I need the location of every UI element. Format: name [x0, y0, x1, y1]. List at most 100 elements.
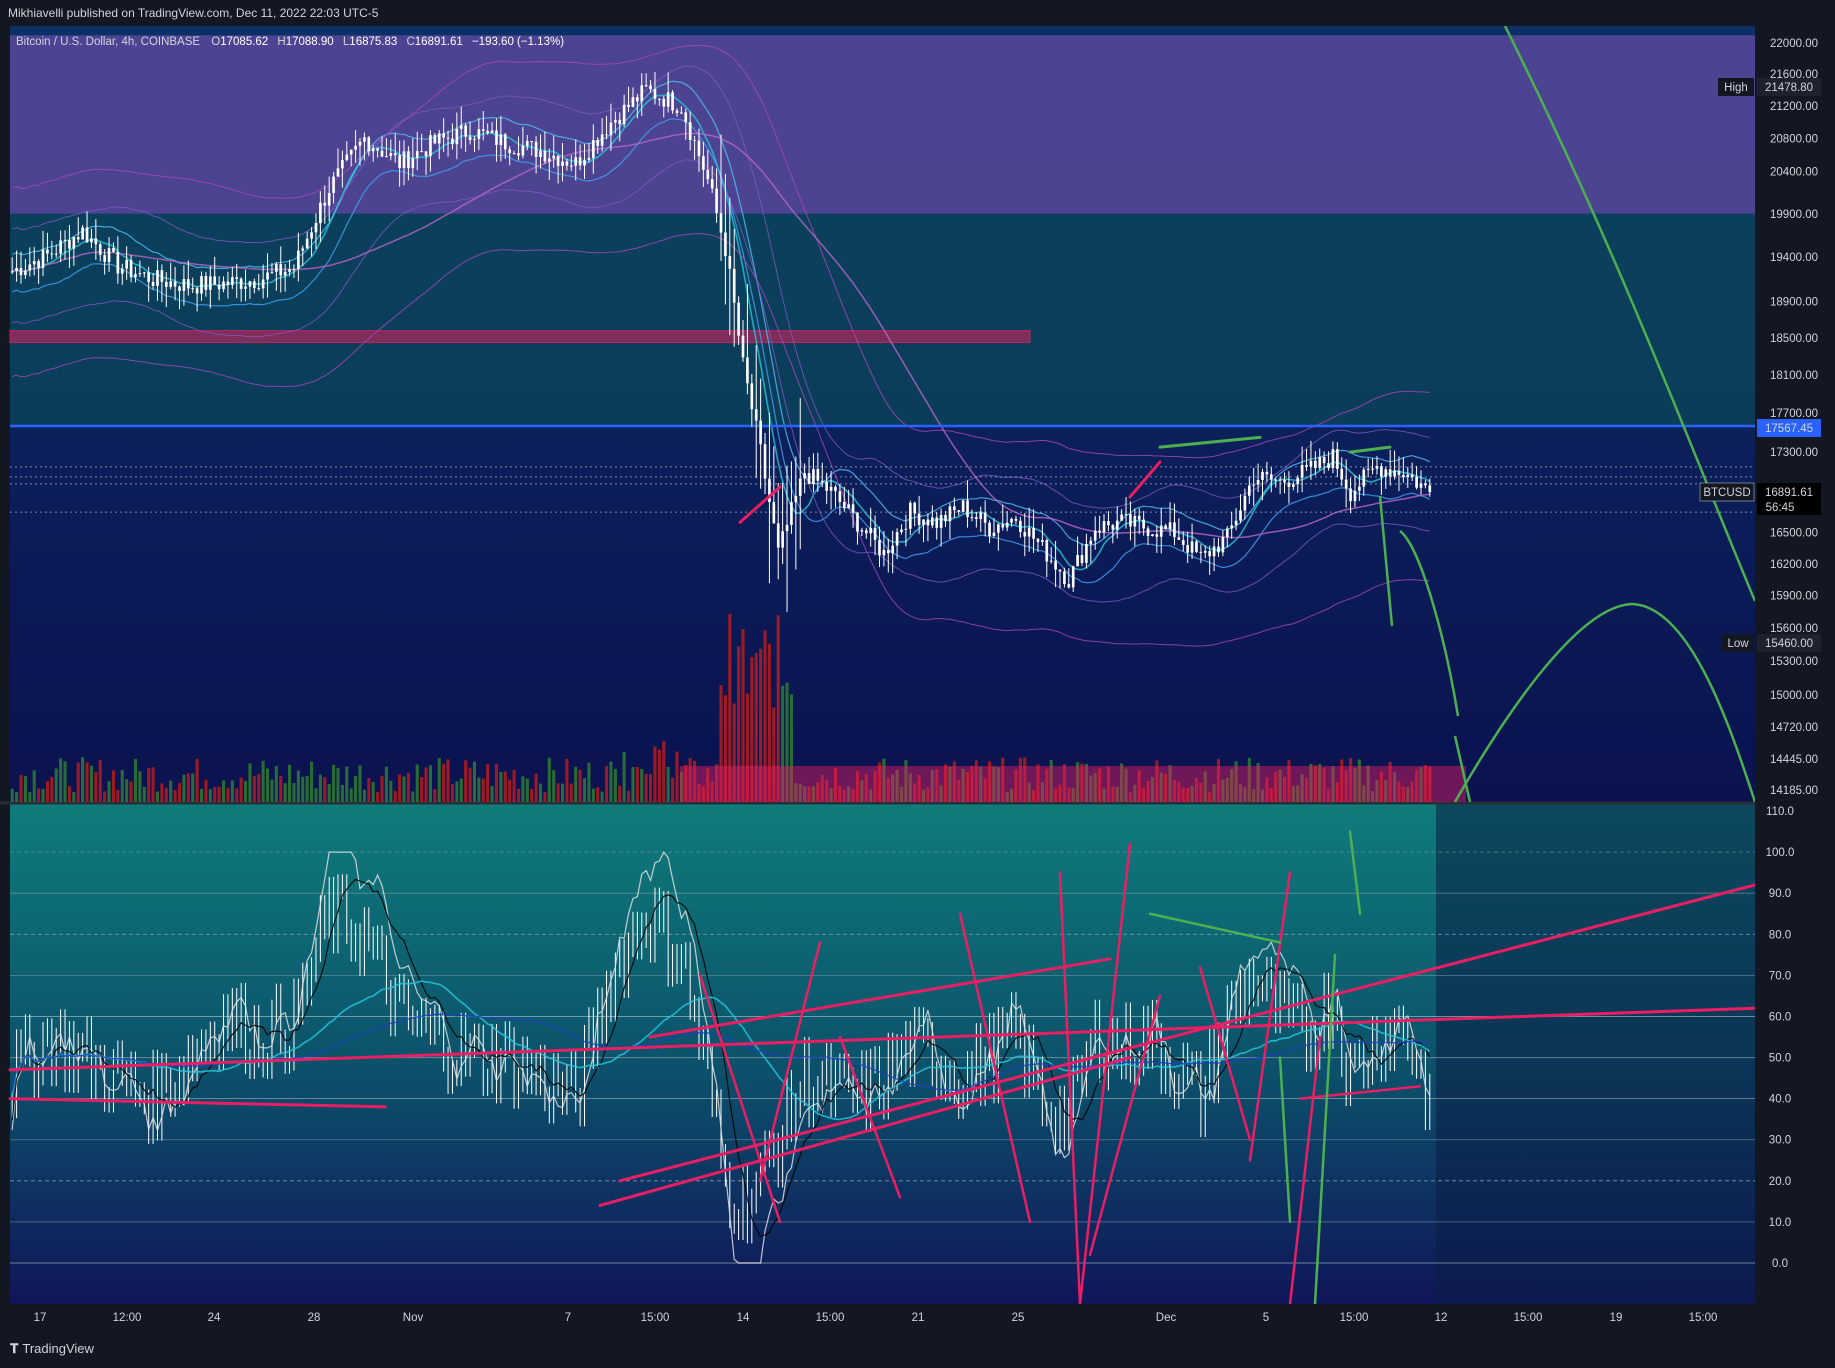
time-axis[interactable]: [0, 1304, 1835, 1330]
price-tick-label: 16500.00: [1770, 528, 1818, 540]
drawn-trendline: [1313, 953, 1337, 1306]
volume-bar: [1379, 771, 1383, 802]
volume-bar: [208, 789, 212, 802]
volume-bar: [1274, 771, 1278, 802]
projection-curve: [1503, 26, 1757, 602]
volume-bar: [1375, 779, 1379, 802]
volume-bar: [32, 770, 36, 802]
volume-bar: [1349, 758, 1353, 802]
candle-body: [715, 188, 718, 214]
drawn-trendline: [1348, 445, 1392, 454]
volume-bar: [111, 770, 115, 802]
volume-bar: [732, 703, 736, 802]
candle-body: [1151, 534, 1154, 537]
volume-bar: [1238, 784, 1243, 802]
volume-bar: [1150, 776, 1154, 802]
volume-bar: [803, 786, 807, 802]
candle-body: [32, 261, 36, 265]
candle-body: [922, 519, 925, 526]
volume-bar: [811, 786, 815, 802]
candle-body: [437, 133, 441, 144]
candle-body: [1111, 525, 1115, 530]
candle-body: [288, 269, 291, 272]
candle-body: [508, 149, 512, 154]
volume-bar: [23, 775, 27, 802]
volume-bar: [886, 777, 890, 802]
volume-bar: [19, 774, 23, 802]
price-axis[interactable]: [1755, 26, 1835, 802]
candle-body: [1261, 471, 1264, 480]
volume-bar: [45, 781, 49, 802]
price-tick-label: 15300.00: [1770, 656, 1818, 668]
volume-bar: [904, 760, 908, 802]
tradingview-logo[interactable]: 𝐓 TradingView: [10, 1330, 94, 1368]
candle-body: [534, 141, 538, 158]
volume-bar: [1230, 768, 1234, 802]
time-tick-label: 24: [208, 1312, 221, 1324]
price-tick-label: 22000.00: [1770, 38, 1818, 50]
symbol-name: Bitcoin / U.S. Dollar, 4h, COINBASE: [16, 36, 200, 48]
volume-bar: [147, 768, 151, 802]
candle-body: [1212, 546, 1216, 557]
candle-body: [636, 97, 639, 102]
candle-body: [1173, 522, 1176, 538]
candle-body: [411, 158, 415, 169]
volume-bar: [1309, 763, 1313, 802]
volume-bar: [1225, 777, 1229, 802]
candle-body: [473, 138, 476, 141]
candle-body: [842, 501, 846, 509]
volume-bar: [54, 768, 58, 802]
oscillator-tick-label: 100.0: [1766, 847, 1795, 859]
volume-bar: [785, 682, 789, 802]
symbol-legend[interactable]: Bitcoin / U.S. Dollar, 4h, COINBASE O170…: [16, 36, 564, 48]
candle-body: [834, 486, 837, 492]
candle-body: [10, 271, 14, 273]
open-label: O: [211, 36, 220, 48]
volume-bar: [640, 768, 644, 802]
drawn-trendline: [648, 957, 1112, 1039]
last-price-badge: BTCUSD 16891.61 56:45: [1699, 482, 1821, 515]
candle-body: [138, 273, 142, 275]
drawn-trendline: [1278, 1056, 1292, 1224]
volume-bar: [327, 784, 331, 802]
volume-bar: [186, 773, 190, 802]
candle-body: [200, 276, 203, 294]
candle-body: [393, 153, 397, 156]
candle-body: [1124, 514, 1128, 516]
volume-bar: [745, 693, 749, 802]
candle-body: [803, 473, 806, 479]
volume-bar: [979, 766, 983, 802]
candle-body: [829, 486, 833, 491]
time-tick-label: 15:00: [1689, 1312, 1718, 1324]
volume-bar: [261, 760, 265, 802]
high-badge: High 21478.80: [1718, 78, 1821, 96]
candle-body: [345, 154, 349, 160]
candle-body: [134, 274, 137, 278]
volume-bar: [899, 786, 904, 802]
volume-bar: [957, 779, 961, 802]
volume-bar: [28, 791, 32, 802]
candle-body: [24, 270, 27, 276]
volume-bar: [855, 771, 860, 802]
candle-body: [1159, 525, 1163, 537]
time-tick-label: 19: [1610, 1312, 1623, 1324]
candle-body: [539, 150, 542, 158]
candle-body: [926, 519, 930, 526]
volume-bar: [578, 769, 582, 802]
price-tick-label: 14720.00: [1770, 722, 1818, 734]
volume-bar: [10, 788, 14, 802]
volume-bar: [1199, 782, 1203, 802]
candle-body: [37, 261, 40, 268]
candle-body: [332, 176, 335, 193]
volume-bar: [1221, 779, 1225, 802]
volume-bar: [891, 774, 895, 802]
candle-body: [1415, 477, 1418, 488]
candle-body: [578, 157, 582, 166]
volume-bar: [1124, 768, 1128, 802]
volume-bar: [252, 775, 256, 802]
oscillator-axis[interactable]: [1755, 804, 1835, 1304]
candle-body: [402, 151, 406, 168]
chart-canvas[interactable]: 22000.0021600.0021200.0020800.0020400.00…: [0, 26, 1835, 1330]
candle-body: [908, 502, 912, 529]
candle-body: [59, 240, 62, 254]
